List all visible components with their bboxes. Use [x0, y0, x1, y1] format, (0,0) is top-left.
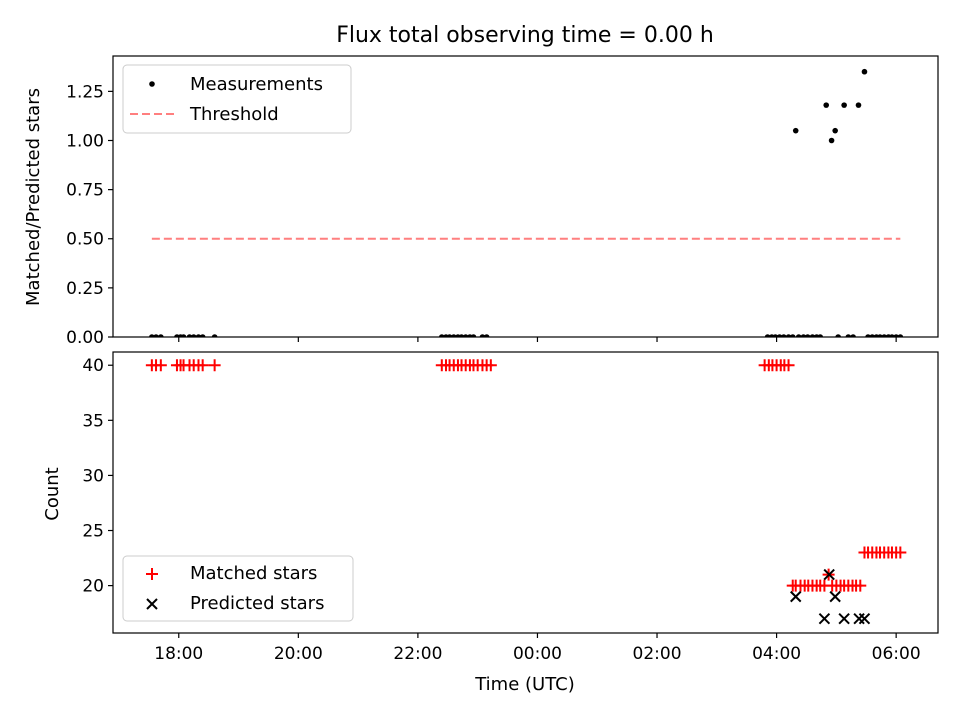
bottom-ytick-label: 40 — [82, 356, 104, 376]
matched-star-point — [154, 359, 167, 372]
threshold-legend-label: Threshold — [189, 104, 279, 125]
measurement-point — [804, 334, 811, 337]
measurement-point — [861, 68, 868, 75]
measurements-legend-label: Measurements — [190, 74, 323, 95]
measurement-point — [780, 334, 787, 337]
top-axes-frame — [112, 55, 939, 338]
bottom-axes-frame — [112, 351, 939, 634]
bottom-ytick-label: 30 — [82, 466, 104, 486]
measurement-point — [828, 137, 835, 144]
top-y-axis-label: Matched/Predicted stars — [23, 88, 44, 306]
measurement-point — [186, 334, 193, 337]
top-plot-area: 0.00 0.25 0.50 0.75 1.00 1.25 — [66, 55, 939, 348]
measurement-point — [845, 334, 852, 337]
measurement-point — [180, 334, 187, 337]
measurement-point — [772, 334, 779, 337]
bottom-xtick-label: 06:00 — [872, 644, 921, 664]
measurement-point — [809, 334, 816, 337]
predicted-star-point — [790, 590, 802, 603]
top-ytick-label: 0.00 — [66, 328, 104, 348]
measurement-point — [450, 334, 457, 337]
top-ytick-label: 0.25 — [66, 279, 104, 299]
measurement-point — [893, 334, 899, 337]
measurements-legend-marker — [149, 81, 155, 87]
predicted-star-point — [858, 612, 871, 625]
predicted-star-point — [818, 612, 831, 625]
matched-star-point — [196, 359, 209, 372]
measurement-point — [195, 334, 202, 337]
measurement-point — [439, 334, 445, 337]
bottom-ytick-label: 35 — [82, 411, 104, 431]
matched-stars-legend-marker — [146, 568, 158, 580]
bottom-plot-area: 20 25 30 35 40 18:00 20:00 22:00 00:00 02:00 04:00… — [82, 351, 939, 664]
measurement-point — [211, 334, 218, 337]
measurement-point — [865, 334, 871, 337]
measurement-point — [764, 334, 771, 337]
measurement-point — [785, 334, 792, 337]
measurement-point — [792, 127, 799, 134]
measurement-point — [795, 334, 802, 337]
top-ytick-label: 1.25 — [66, 82, 104, 102]
top-ytick-label: 1.00 — [66, 131, 104, 151]
measurement-point — [869, 334, 876, 337]
bottom-xtick-label: 00:00 — [513, 644, 562, 664]
bottom-legend: Matched stars Predicted stars — [122, 555, 354, 622]
top-ytick-label: 0.75 — [66, 181, 104, 201]
measurement-point — [462, 334, 469, 337]
measurement-point — [850, 334, 856, 337]
bottom-xtick-label: 22:00 — [393, 644, 442, 664]
chart-title: Flux total observing time = 0.00 h — [336, 23, 714, 48]
predicted-star-point — [829, 590, 841, 603]
bottom-xtick-label: 04:00 — [752, 644, 801, 664]
x-axis-label: Time (UTC) — [474, 674, 575, 695]
measurement-point — [789, 334, 796, 337]
measurement-point — [149, 334, 155, 337]
measurement-point — [817, 334, 824, 337]
predicted-star-point — [823, 568, 835, 581]
predicted-stars-legend-marker — [146, 598, 158, 610]
bottom-xtick-label: 20:00 — [274, 644, 323, 664]
top-legend: Measurements Threshold — [122, 64, 352, 134]
matched-star-point — [894, 546, 907, 559]
measurement-point — [199, 334, 206, 337]
measurement-point — [800, 334, 807, 337]
measurement-point — [153, 334, 159, 337]
measurement-point — [841, 102, 847, 108]
measurement-point — [832, 127, 838, 134]
bottom-xtick-label: 18:00 — [154, 644, 203, 664]
measurement-point — [190, 334, 197, 337]
bottom-y-axis-label: Count — [42, 467, 63, 520]
measurement-point — [483, 334, 490, 337]
matched-stars-legend-label: Matched stars — [190, 563, 317, 584]
matched-star-point — [854, 579, 867, 592]
measurement-point — [823, 102, 830, 108]
bottom-series-group — [145, 359, 907, 625]
measurement-point — [479, 334, 486, 337]
bottom-ytick-label: 25 — [82, 522, 104, 542]
matched-star-point — [782, 359, 795, 372]
bottom-legend-box — [122, 555, 354, 622]
measurement-point — [897, 334, 904, 337]
measurement-point — [776, 334, 783, 337]
measurement-point — [158, 334, 164, 337]
predicted-star-point — [853, 612, 865, 625]
measurement-point — [470, 334, 477, 337]
top-legend-box — [122, 64, 352, 134]
measurement-point — [458, 334, 465, 337]
measurement-point — [889, 334, 895, 337]
bottom-xtick-label: 02:00 — [633, 644, 682, 664]
measurement-point — [877, 334, 883, 337]
measurement-point — [446, 334, 453, 337]
measurement-point — [835, 334, 841, 337]
predicted-stars-legend-label: Predicted stars — [190, 593, 324, 614]
predicted-star-point — [838, 612, 850, 625]
bottom-ytick-label: 20 — [82, 577, 104, 597]
measurement-point — [855, 102, 862, 108]
matched-star-point — [208, 359, 221, 372]
top-ytick-label: 0.50 — [66, 230, 104, 250]
measurement-point — [881, 334, 887, 337]
matched-star-point — [484, 359, 497, 372]
top-series-group — [149, 68, 904, 337]
